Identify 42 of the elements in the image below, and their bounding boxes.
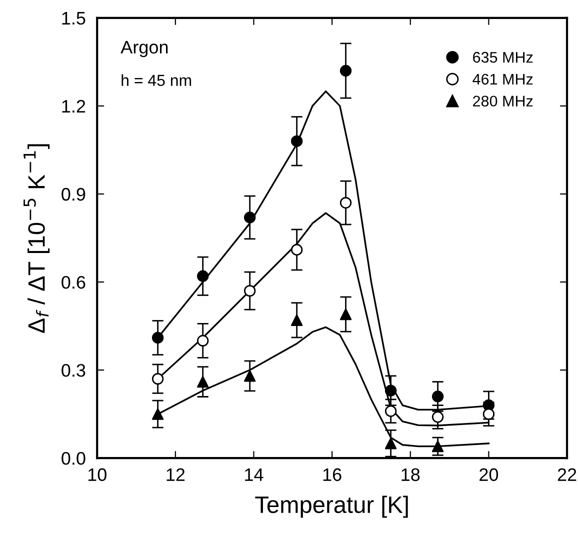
annotation: h = 45 nm (122, 74, 192, 86)
point (244, 284, 256, 297)
y-tick-label: 0.9 (62, 188, 86, 201)
x-tick-label: 22 (558, 468, 576, 481)
y-tick-label: 1.2 (62, 100, 86, 112)
point (384, 438, 397, 450)
x-tick-label: 12 (166, 468, 185, 481)
point (244, 370, 256, 382)
point (290, 135, 303, 148)
point (482, 408, 495, 420)
point (290, 314, 303, 326)
x-tick-label: 10 (88, 468, 106, 482)
y-tick-label: 0.0 (62, 452, 86, 465)
point (432, 411, 444, 423)
point (432, 440, 444, 452)
y-tick-label: 0.6 (62, 276, 86, 289)
x-tick-label: 20 (480, 468, 498, 482)
legend-label: 461 MHz (472, 74, 533, 85)
point (196, 270, 209, 282)
x-tick-label: 14 (245, 468, 264, 481)
point (152, 332, 164, 344)
x-tick-label: 18 (402, 468, 420, 482)
point (340, 196, 352, 209)
point (432, 390, 444, 402)
point (244, 212, 256, 224)
point (152, 408, 164, 420)
point (196, 334, 209, 347)
y-tick-label: 1.5 (62, 12, 86, 25)
point (290, 244, 303, 256)
point (340, 64, 352, 77)
point (384, 405, 397, 417)
x-axis-title: Temperatur [K] (255, 496, 408, 518)
x-tick-label: 16 (323, 468, 342, 482)
legend-label: 635 MHz (473, 52, 533, 63)
point (196, 376, 209, 388)
y-axis-title: Δ$_{f}$ / ΔT [10$^{−5}$ K$^{−1}$] (24, 144, 50, 333)
point (152, 373, 164, 385)
legend-label: 280 MHz (473, 96, 533, 107)
point (340, 308, 352, 320)
annotation: Argon (120, 40, 168, 58)
point (384, 384, 397, 396)
y-tick-label: 0.3 (62, 364, 86, 377)
